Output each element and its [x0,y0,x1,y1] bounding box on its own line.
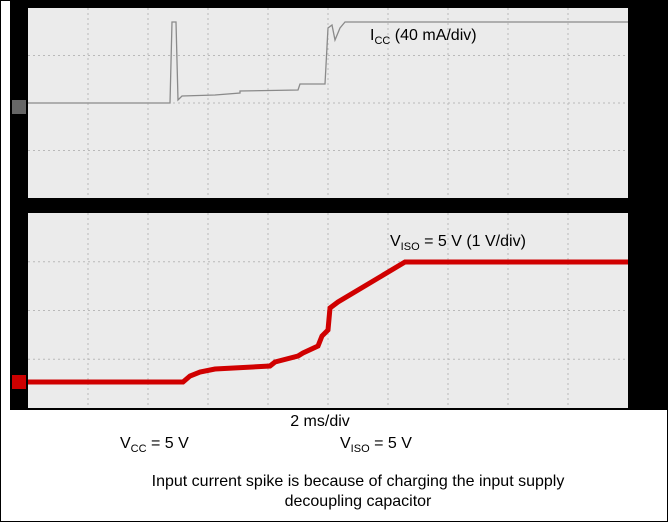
ch2-marker [12,375,26,389]
ch1-marker [12,100,26,114]
voltage-trace [28,259,628,385]
timebase: 2 ms/div [290,413,350,430]
current-label: ICC (40 mA/div) [370,27,477,47]
vcc-condition: VCC = 5 V [120,435,189,455]
current-trace [28,21,628,104]
voltage-label: VISO = 5 V (1 V/div) [390,233,526,253]
viso-condition: VISO = 5 V [340,435,412,455]
caption-line: decoupling capacitor [285,493,432,510]
caption-line: Input current spike is because of chargi… [152,473,565,490]
